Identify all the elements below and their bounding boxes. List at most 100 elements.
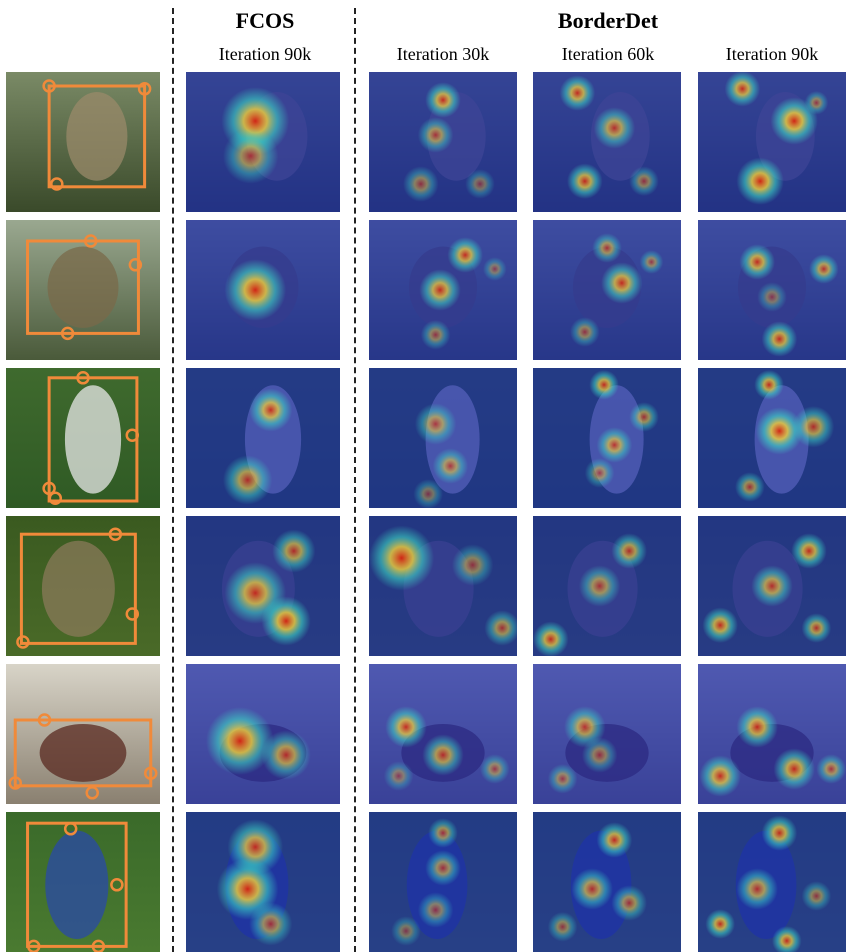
heatmap-blob [547,764,578,794]
motorcycle-fcos-90k-image [186,664,340,804]
border-point-marker [144,766,158,780]
border-point-marker [8,776,22,790]
heatmap-blob [417,892,454,928]
cat-borderdet-30k-image [369,516,517,656]
border-point-marker [16,635,30,649]
heatmap-blob [261,730,311,780]
heatmap-blob [791,533,827,569]
heatmap-blob [567,163,603,199]
heatmap-blob [428,818,458,848]
heatmap-blob [417,117,454,153]
heatmap-blob [809,254,839,284]
heatmap-blob [451,544,494,586]
borderdet-iteration-90k-label: Iteration 90k [725,44,819,64]
heatmap-blob [578,565,621,607]
heatmap-blob [792,406,835,448]
heatmap-blob [369,525,435,591]
border-point-marker [108,527,123,541]
heatmap-blob [757,282,787,312]
cat-borderdet-60k-image [533,516,681,656]
cat-original-image [6,516,160,656]
heatmap-blob [736,706,778,748]
skateboarder-original-image [6,72,160,212]
heatmap-blob [484,610,517,646]
border-point-marker [37,713,52,727]
border-point-marker [128,258,143,272]
heatmap-blob [611,885,647,921]
borderdet-header: BorderDet [557,8,659,33]
heatmap-blob [261,596,311,646]
heatmap-blob [816,754,846,784]
heatmap-blob [735,472,765,502]
heatmap-blob [629,166,659,196]
heatmap-blob [249,388,293,432]
frisbee-player-borderdet-90k-image [698,812,846,952]
heatmap-blob [533,621,569,656]
heatmap-blob [754,370,784,400]
heatmap-blob [773,748,815,790]
bounding-box [26,239,140,335]
skateboarder-jumping-borderdet-60k-image [533,220,681,360]
scene-subject [39,723,127,782]
heatmap-blob [739,244,775,280]
border-point-marker [42,79,56,93]
borderdet-iteration-60k-label: Iteration 60k [561,44,655,64]
heatmap-blob [801,881,832,911]
heatmap-blob [751,565,793,607]
tennis-player-borderdet-60k-image [533,368,681,508]
heatmap-blob [770,97,818,145]
heatmap-blob [601,262,643,304]
skateboarder-jumping-original-image [6,220,160,360]
skateboarder-fcos-90k-image [186,72,340,212]
bounding-box [47,84,147,189]
heatmap-blob [425,82,461,118]
heatmap-blob [414,403,457,445]
heatmap-blob [581,737,618,773]
heatmap-blob [736,157,784,205]
heatmap-blob [422,734,464,776]
heatmap-blob [559,75,596,111]
border-point-marker [48,491,63,505]
frisbee-player-borderdet-30k-image [369,812,517,952]
heatmap-blob [222,455,273,505]
scene-subject [45,830,109,940]
heatmap-blob [592,233,622,263]
border-point-marker [76,371,90,385]
heatmap-blob [705,909,735,939]
border-point-marker [83,234,98,248]
heatmap-blob [224,259,287,321]
border-point-marker [110,878,124,892]
heatmap-blob [571,868,613,910]
heatmap-blob [589,370,619,400]
border-point-marker [50,177,64,191]
heatmap-blob [465,169,495,199]
heatmap-blob [596,822,633,858]
heatmap-blob [480,754,510,784]
separator-right [354,8,356,952]
border-point-marker [85,786,99,800]
skateboarder-borderdet-60k-image [533,72,681,212]
motorcycle-borderdet-60k-image [533,664,681,804]
tennis-player-original-image [6,368,160,508]
heatmap-blob [419,269,461,311]
heatmap-blob [804,90,829,115]
heatmap-blob [206,707,274,775]
tennis-player-borderdet-90k-image [698,368,846,508]
heatmap-blob [761,815,798,851]
heatmap-blob [593,107,636,149]
scene-subject [41,540,115,637]
frisbee-player-fcos-90k-image [186,812,340,952]
heatmap-blob [432,448,469,484]
fcos-header: FCOS [235,8,295,33]
scene-subject [47,246,119,328]
motorcycle-borderdet-30k-image [369,664,517,804]
heatmap-blob [425,850,461,886]
skateboarder-borderdet-30k-image [369,72,517,212]
tennis-player-borderdet-30k-image [369,368,517,508]
heatmap-blob [272,529,316,573]
border-point-marker [60,326,75,341]
border-point-marker [63,822,78,836]
bounding-box [13,718,153,788]
frisbee-player-borderdet-60k-image [533,812,681,952]
